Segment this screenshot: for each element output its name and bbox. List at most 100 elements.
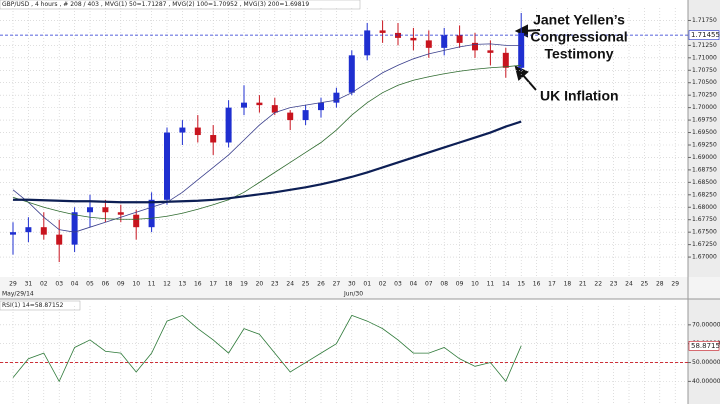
x-tick-label: 31 xyxy=(25,281,33,288)
candle-body xyxy=(87,207,93,213)
x-tick-label: 06 xyxy=(102,281,110,288)
candle-body xyxy=(102,207,109,213)
last-price-box xyxy=(688,30,720,40)
header-box xyxy=(0,0,361,10)
y-tick-label: 1.68250 xyxy=(692,191,717,198)
x-tick-label: 02 xyxy=(379,281,387,288)
candle-body xyxy=(456,35,463,43)
x-tick-label: 24 xyxy=(286,281,294,288)
x-tick-label: 23 xyxy=(610,281,618,288)
candle-body xyxy=(410,37,417,41)
x-tick-label: 17 xyxy=(209,281,217,288)
candle-body xyxy=(117,212,124,215)
y-tick-label: 1.67750 xyxy=(692,216,717,223)
y-tick-label: 1.69000 xyxy=(692,154,717,161)
x-tick-label: 29 xyxy=(9,281,17,288)
candle-body xyxy=(164,132,170,200)
last-value-box xyxy=(688,341,720,351)
candle-body xyxy=(441,35,448,48)
x-tick-label: 11 xyxy=(487,281,495,288)
candle-body xyxy=(364,30,371,56)
x-tick-label: 20 xyxy=(256,281,264,288)
x-tick-label: 30 xyxy=(348,281,356,288)
y-tick-label: 1.68750 xyxy=(692,166,717,173)
annotation: UK Inflation xyxy=(540,88,619,104)
candle-body xyxy=(10,232,16,235)
x-tick-label: 22 xyxy=(594,281,602,288)
annotation: Testimony xyxy=(545,46,614,62)
y-tick-label: 70.00000 xyxy=(692,321,720,328)
x-tick-label: 19 xyxy=(240,281,248,288)
x-tick-label: 07 xyxy=(425,281,433,288)
y-tick-label: 1.69750 xyxy=(692,117,717,124)
x-tick-label: 09 xyxy=(117,281,125,288)
y-tick-label: 1.69250 xyxy=(692,141,717,148)
candle-body xyxy=(271,105,278,113)
x-tick-label: 21 xyxy=(579,281,587,288)
x-tick-label: 08 xyxy=(440,281,448,288)
candle-body xyxy=(333,92,340,103)
x-tick-label: 14 xyxy=(502,281,510,288)
x-tick-label: 16 xyxy=(533,281,541,288)
y-tick-label: 1.68500 xyxy=(692,179,717,186)
x-tick-label: 02 xyxy=(40,281,48,288)
x-tick-label: 11 xyxy=(148,281,156,288)
rsi-line xyxy=(12,314,522,383)
x-tick-label: 03 xyxy=(394,281,402,288)
moving-average xyxy=(12,43,522,233)
last-price-label: 1.71455 xyxy=(691,31,720,39)
x-tick-label: 12 xyxy=(163,281,171,288)
y-tick-label: 1.71000 xyxy=(692,54,717,61)
candle-body xyxy=(502,52,509,68)
x-tick-label: 18 xyxy=(564,281,572,288)
y-tick-label: 1.70750 xyxy=(692,67,717,74)
annotation: Janet Yellen’s xyxy=(533,12,625,28)
y-tick-label: 1.70000 xyxy=(692,104,717,111)
moving-average xyxy=(12,64,522,220)
candle-body xyxy=(225,107,232,143)
y-tick-label: 1.71750 xyxy=(692,17,717,24)
arrow-shaft xyxy=(521,73,537,91)
candle-body xyxy=(348,55,355,93)
candle-body xyxy=(40,227,47,235)
x-tick-label: 25 xyxy=(302,281,310,288)
x-tick-label: 18 xyxy=(225,281,233,288)
moving-average xyxy=(13,120,522,204)
y-tick-label: 50.00000 xyxy=(692,359,720,366)
axis-strip xyxy=(688,0,720,404)
period-label: May/29/14 xyxy=(2,291,34,298)
candle-body xyxy=(25,227,32,233)
y-tick-label: 1.69500 xyxy=(692,129,717,136)
y-tick-label: 1.70250 xyxy=(692,92,717,99)
x-tick-label: 28 xyxy=(656,281,664,288)
candle-body xyxy=(210,135,217,143)
y-tick-label: 1.68000 xyxy=(692,204,717,211)
candle-body xyxy=(379,30,386,33)
x-tick-label: 25 xyxy=(641,281,649,288)
y-tick-label: 1.67500 xyxy=(692,229,717,236)
candle-body xyxy=(133,214,140,228)
x-tick-label: 09 xyxy=(456,281,464,288)
candle-body xyxy=(148,199,155,228)
period-label: Jun/30 xyxy=(343,291,363,298)
candle-body xyxy=(256,102,263,106)
y-tick-label: 1.70500 xyxy=(692,79,717,86)
candle-body xyxy=(241,102,247,108)
x-tick-label: 29 xyxy=(671,281,679,288)
x-tick-label: 26 xyxy=(317,281,325,288)
x-tick-label: 04 xyxy=(71,281,79,288)
x-tick-label: 24 xyxy=(625,281,633,288)
x-tick-label: 05 xyxy=(86,281,94,288)
x-tick-label: 27 xyxy=(333,281,341,288)
candle-body xyxy=(179,127,186,133)
last-value-label: 58.87152 xyxy=(691,342,720,350)
x-tick-label: 10 xyxy=(132,281,140,288)
x-tick-label: 17 xyxy=(548,281,556,288)
rsi-header: RSI(1) 14=58.87152 xyxy=(2,302,64,309)
rsi-header-box xyxy=(0,300,81,311)
candle-body xyxy=(71,212,78,245)
annotation: Congressional xyxy=(530,29,627,45)
candle-body xyxy=(472,42,478,51)
candle-body xyxy=(287,112,294,121)
